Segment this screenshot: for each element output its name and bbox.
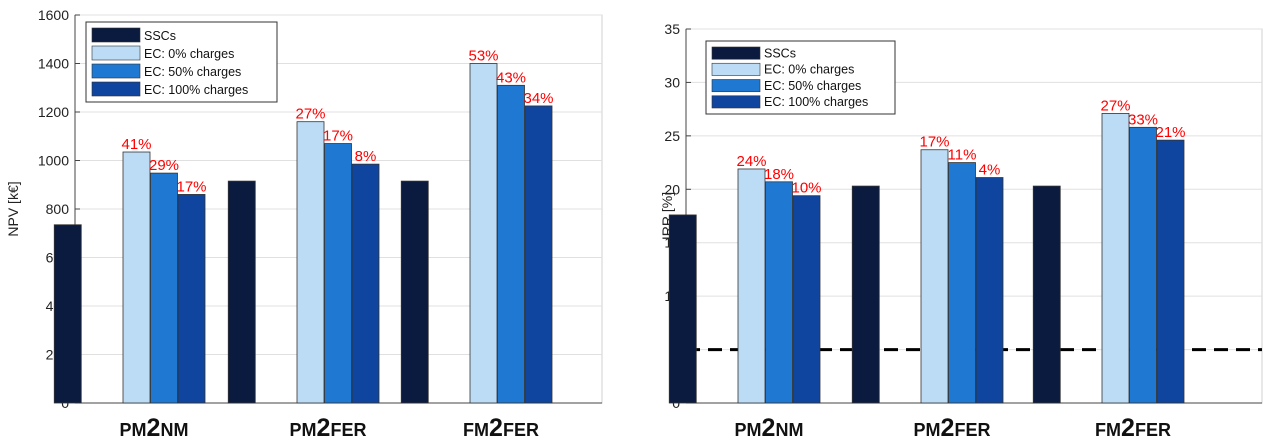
legend-label: EC: 100% charges	[144, 83, 248, 97]
bar	[792, 195, 821, 404]
pct-label: 10%	[791, 180, 821, 197]
pct-label: 17%	[919, 134, 949, 151]
legend-label: SSCs	[764, 46, 796, 60]
pct-label: 8%	[355, 148, 377, 165]
pct-label: 34%	[523, 90, 553, 107]
bar	[668, 214, 697, 404]
bar	[122, 151, 151, 404]
bar	[469, 63, 498, 404]
bar	[1032, 185, 1061, 404]
legend-label: EC: 0% charges	[144, 47, 234, 61]
y-tick-label: 35	[664, 21, 680, 37]
x-tick-label: FM2FER	[1095, 414, 1171, 442]
bar	[227, 180, 256, 404]
bar	[737, 168, 766, 404]
legend-label: EC: 50% charges	[144, 65, 241, 79]
bar	[150, 172, 178, 404]
y-tick-label: 1000	[38, 153, 69, 169]
bar	[177, 194, 206, 404]
pct-label: 21%	[1155, 124, 1185, 141]
pct-label: 18%	[764, 166, 794, 183]
bar	[1156, 139, 1185, 404]
y-tick-label: 1600	[38, 7, 69, 23]
pct-label: 53%	[468, 48, 498, 65]
bar	[948, 162, 976, 404]
y-tick-label: 20	[664, 181, 680, 197]
bar	[765, 181, 793, 404]
y-tick-label: 1200	[38, 104, 69, 120]
y-tick-label: 800	[46, 201, 70, 217]
y-tick-label: 25	[664, 128, 680, 144]
pct-label: 11%	[948, 147, 977, 164]
x-tick-label: FM2FER	[463, 414, 539, 442]
bar	[351, 163, 380, 404]
bar	[324, 143, 352, 404]
chart-2: 05101520253035IRR [%]24%18%10%PM2NM17%11…	[659, 21, 1263, 442]
x-tick-label: PM2NM	[735, 414, 804, 442]
legend-swatch	[711, 62, 761, 76]
bar	[920, 149, 949, 404]
chart-1: 02004006008001000120014001600NPV [k€]41%…	[5, 7, 603, 442]
bar	[400, 180, 429, 404]
pct-label: 33%	[1128, 111, 1158, 128]
bar	[1129, 126, 1157, 404]
pct-label: 43%	[496, 69, 526, 86]
x-tick-label: PM2NM	[120, 414, 189, 442]
pct-label: 41%	[121, 136, 151, 153]
legend-swatch	[91, 27, 141, 43]
x-tick-label: PM2FER	[914, 414, 991, 442]
legend-label: EC: 50% charges	[764, 79, 861, 93]
pct-label: 24%	[736, 153, 766, 170]
bar	[524, 105, 553, 404]
x-tick-label: PM2FER	[290, 414, 367, 442]
legend-swatch	[91, 63, 141, 79]
legend-label: SSCs	[144, 29, 176, 43]
bar	[975, 177, 1004, 404]
pct-label: 17%	[323, 128, 353, 145]
bar	[497, 84, 525, 404]
legend-swatch	[711, 79, 761, 93]
pct-label: 27%	[1100, 97, 1130, 114]
legend-swatch	[91, 81, 141, 97]
legend-label: EC: 100% charges	[764, 95, 868, 109]
bar	[296, 121, 325, 404]
y-tick-label: 30	[664, 74, 680, 90]
legend-swatch	[711, 46, 761, 60]
bar	[1101, 113, 1130, 404]
bar	[851, 185, 880, 404]
legend-swatch	[91, 45, 141, 61]
legend: SSCs EC: 0% charges EC: 50% charges EC: 100…	[705, 40, 896, 115]
pct-label: 29%	[149, 157, 179, 174]
y-axis-label: NPV [k€]	[5, 181, 21, 236]
legend: SSCs EC: 0% charges EC: 50% charges EC: 100…	[85, 21, 278, 103]
legend-swatch	[711, 95, 761, 109]
pct-label: 27%	[295, 106, 325, 123]
pct-label: 17%	[176, 178, 206, 195]
bar	[53, 224, 82, 404]
pct-label: 4%	[979, 162, 1001, 179]
y-tick-label: 1400	[38, 56, 69, 72]
legend-label: EC: 0% charges	[764, 63, 854, 77]
